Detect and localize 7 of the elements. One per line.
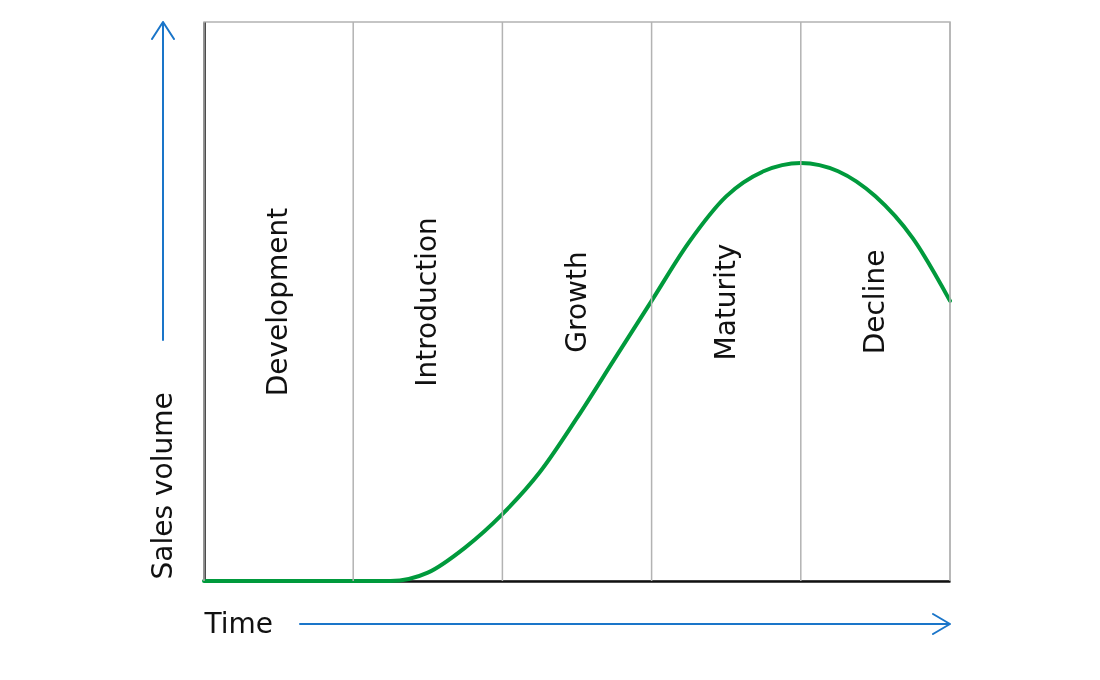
x-tick-label: Growth bbox=[559, 251, 593, 353]
x-axis-title: Time bbox=[203, 606, 274, 640]
x-tick-label: Development bbox=[261, 207, 295, 397]
x-tick-label: Decline bbox=[857, 249, 891, 355]
y-axis-title: Sales volume bbox=[145, 392, 179, 580]
x-tick-label: Introduction bbox=[410, 217, 444, 387]
x-tick-label: Maturity bbox=[708, 243, 742, 361]
